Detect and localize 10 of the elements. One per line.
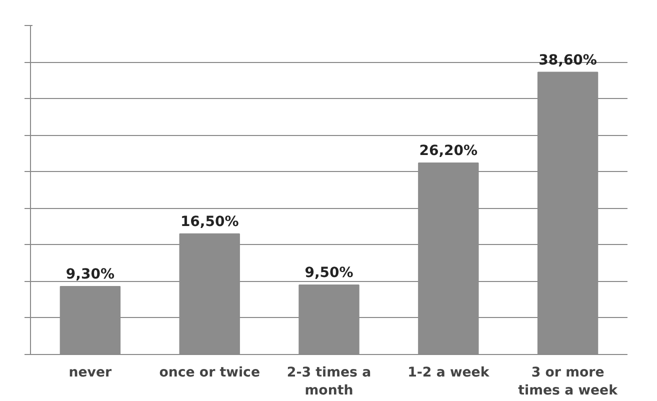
x-tick-label: 1-2 a week — [408, 366, 490, 380]
data-label: 9,50% — [304, 265, 354, 282]
data-label: 16,50% — [180, 214, 239, 230]
x-tick-label: 3 or more times a week — [518, 366, 619, 398]
x-tick-label: never — [68, 366, 112, 380]
data-label: 38,60% — [538, 52, 597, 68]
data-label: 26,20% — [419, 142, 478, 159]
data-label: 9,30% — [66, 266, 114, 283]
x-tick-label: once or twice — [159, 366, 260, 380]
x-tick-label: 2-3 times a month — [286, 366, 372, 398]
